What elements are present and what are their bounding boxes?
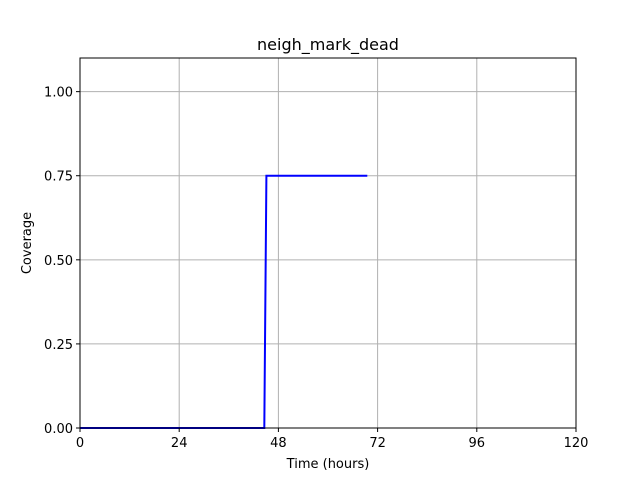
plot-frame (79, 57, 577, 429)
y-tick-label: 1.00 (44, 86, 73, 101)
y-tick-label: 0.25 (44, 338, 73, 353)
x-tick-label: 48 (270, 436, 287, 451)
x-tick-label: 96 (469, 436, 486, 451)
x-tick-label: 24 (171, 436, 188, 451)
y-tick-label: 0.50 (44, 254, 73, 269)
x-axis-label: Time (hours) (286, 457, 370, 472)
ticks: 0 24 48 72 96 120 0.00 0.25 0.50 0.75 1.00 (44, 86, 588, 451)
y-tick-label: 0.00 (44, 422, 73, 437)
x-tick-label: 120 (564, 436, 589, 451)
y-tick-label: 0.75 (44, 170, 73, 185)
x-tick-label: 72 (369, 436, 386, 451)
y-axis-label: Coverage (20, 212, 35, 274)
x-tick-label: 0 (76, 436, 84, 451)
chart-title: neigh_mark_dead (257, 35, 399, 55)
